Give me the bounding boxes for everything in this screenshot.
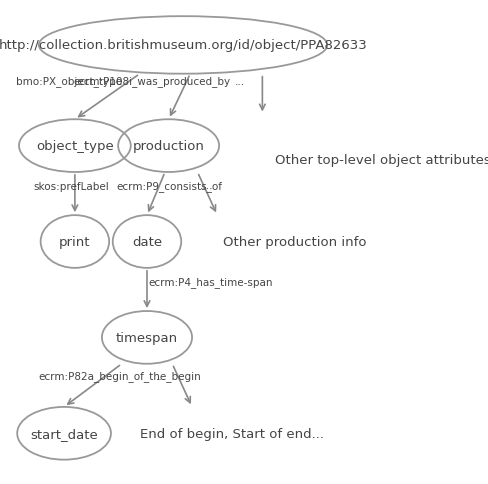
Text: object_type: object_type [36,140,114,153]
Text: ecrm:P4_has_time-span: ecrm:P4_has_time-span [148,276,273,287]
Text: Other production info: Other production info [222,236,366,248]
Text: ecrm:P108i_was_produced_by: ecrm:P108i_was_produced_by [74,76,230,87]
Text: production: production [132,140,204,153]
Text: ....: .... [200,181,213,191]
Text: bmo:PX_object_type: bmo:PX_object_type [17,76,122,87]
Text: End of begin, Start of end...: End of begin, Start of end... [140,427,323,440]
Text: http://collection.britishmuseum.org/id/object/PPA82633: http://collection.britishmuseum.org/id/o… [0,39,366,52]
Text: Other top-level object attributes: Other top-level object attributes [274,154,488,167]
Text: timespan: timespan [116,331,178,344]
Text: ...: ... [156,371,166,381]
Text: ...: ... [235,76,245,87]
Text: skos:prefLabel: skos:prefLabel [33,182,109,192]
Text: ecrm:P82a_begin_of_the_begin: ecrm:P82a_begin_of_the_begin [39,370,201,381]
Text: ecrm:P9_consists_of: ecrm:P9_consists_of [116,181,222,192]
Text: start_date: start_date [30,427,98,440]
Text: print: print [59,236,90,248]
Text: date: date [132,236,162,248]
